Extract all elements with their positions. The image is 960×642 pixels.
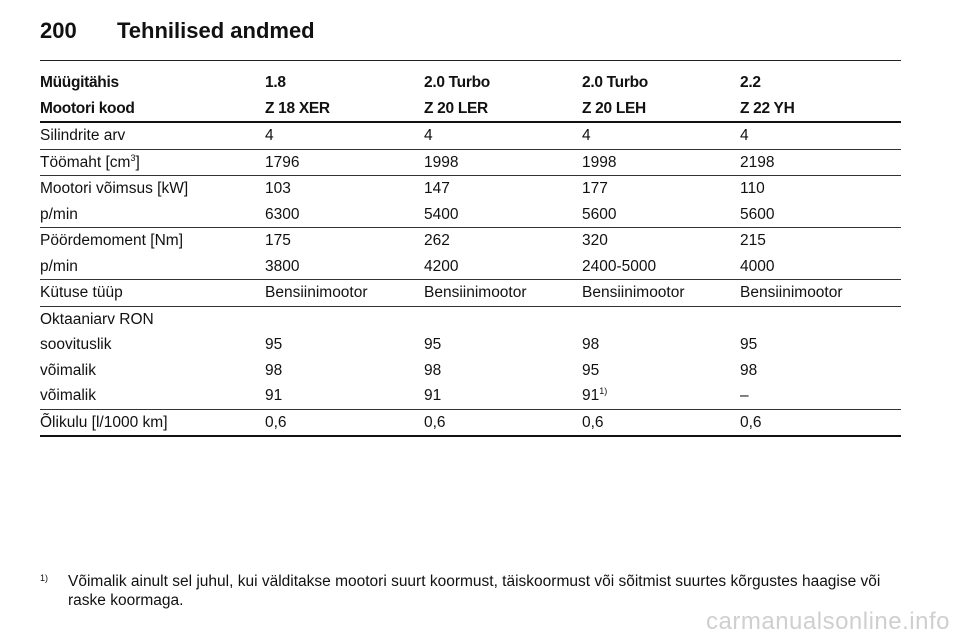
header-cell: 1.8 <box>265 74 286 91</box>
table-row: Õlikulu [l/1000 km] 0,6 0,6 0,6 0,6 <box>40 409 901 437</box>
row-label: võimalik <box>40 383 265 410</box>
row-label: soovituslik <box>40 336 112 353</box>
table-cell: 91 <box>424 383 582 410</box>
watermark: carmanualsonline.info <box>706 608 950 635</box>
table-cell: – <box>740 383 901 410</box>
table-row: võimalik 91 91 911) – <box>40 383 901 410</box>
table-row: soovituslik 95 95 98 95 <box>40 332 901 358</box>
footnote-text: Võimalik ainult sel juhul, kui välditaks… <box>68 573 881 609</box>
header-cell: 2.0 Turbo <box>424 74 490 91</box>
page-title: Tehnilised andmed <box>117 18 315 43</box>
header-cell: Z 20 LEH <box>582 95 740 123</box>
table-cell: 0,6 <box>265 409 424 437</box>
row-label: Töömaht [cm3] <box>40 149 265 176</box>
header-cell: Z 22 YH <box>740 95 901 123</box>
table-cell: 1796 <box>265 149 424 176</box>
table-cell: 3800 <box>265 253 424 280</box>
table-cell: 98 <box>265 361 283 379</box>
table-cell: Bensiinimootor <box>424 279 582 307</box>
header-cell: Z 18 XER <box>265 95 424 123</box>
table-cell: 5600 <box>582 201 740 228</box>
table-header-row: Mootori kood Z 18 XER Z 20 LER Z 20 LEH … <box>40 95 901 123</box>
table-cell: 95 <box>265 336 283 353</box>
row-label: võimalik <box>40 361 96 379</box>
table-row: võimalik 98 98 95 98 <box>40 358 901 384</box>
table-cell: 1998 <box>424 149 582 176</box>
table-row: Silindrite arv 4 4 4 4 <box>40 122 901 150</box>
table-cell: 2400-5000 <box>582 253 740 280</box>
table-cell: 911) <box>582 383 740 410</box>
header-cell: Z 20 LER <box>424 95 582 123</box>
row-label: p/min <box>40 253 265 280</box>
table-cell: 95 <box>582 361 600 379</box>
table-cell: 4 <box>265 122 424 150</box>
table-cell: 215 <box>740 232 766 249</box>
table-cell: 4 <box>740 122 901 150</box>
header-cell: 2.0 Turbo <box>582 74 648 91</box>
footnote-mark: 1) <box>40 573 49 583</box>
table-cell: 0,6 <box>424 409 582 437</box>
table-cell: 320 <box>582 232 608 249</box>
row-label: Mootori võimsus [kW] <box>40 180 189 197</box>
table-row: Kütuse tüüp Bensiinimootor Bensiinimooto… <box>40 279 901 307</box>
row-label: Kütuse tüüp <box>40 279 265 307</box>
header-cell: Mootori kood <box>40 95 265 123</box>
table-row: Oktaaniarv RON <box>40 306 901 332</box>
row-label: p/min <box>40 201 265 228</box>
table-cell: 4 <box>582 122 740 150</box>
table-cell: 177 <box>582 180 608 197</box>
table-cell: 262 <box>424 232 450 249</box>
table-cell: 95 <box>424 336 442 353</box>
table-cell: 4 <box>424 122 582 150</box>
table-cell: Bensiinimootor <box>582 279 740 307</box>
row-label: Õlikulu [l/1000 km] <box>40 409 265 437</box>
table-cell: 5400 <box>424 201 582 228</box>
row-label: Oktaaniarv RON <box>40 310 154 328</box>
row-label: Silindrite arv <box>40 122 265 150</box>
table-header-row: Müügitähis 1.8 2.0 Turbo 2.0 Turbo 2.2 <box>40 70 901 96</box>
table-row: Töömaht [cm3] 1796 1998 1998 2198 <box>40 149 901 176</box>
table-cell: 103 <box>265 180 291 197</box>
header-rule <box>40 60 901 61</box>
table-cell: 110 <box>740 180 765 197</box>
table-cell: 98 <box>424 361 442 379</box>
table-cell: Bensiinimootor <box>740 279 901 307</box>
table-cell: Bensiinimootor <box>265 279 424 307</box>
table-cell: 98 <box>582 336 600 353</box>
row-label: Pöördemoment [Nm] <box>40 232 183 249</box>
table-row: p/min 6300 5400 5600 5600 <box>40 201 901 228</box>
footnote-reference: 1) <box>599 385 608 396</box>
page-number: 200 <box>40 18 77 43</box>
table-cell: 4200 <box>424 253 582 280</box>
table-row: p/min 3800 4200 2400-5000 4000 <box>40 253 901 280</box>
table-row: Pöördemoment [Nm] 175 262 320 215 <box>40 228 901 254</box>
table-cell: 175 <box>265 232 291 249</box>
table-cell: 0,6 <box>582 409 740 437</box>
table-cell: 95 <box>740 336 758 353</box>
table-cell: 0,6 <box>740 409 901 437</box>
footnote: 1) Võimalik ainult sel juhul, kui väldit… <box>40 572 902 610</box>
table-cell: 5600 <box>740 201 901 228</box>
header-cell: 2.2 <box>740 74 761 91</box>
table-row: Mootori võimsus [kW] 103 147 177 110 <box>40 176 901 202</box>
table-cell: 2198 <box>740 149 901 176</box>
table-cell: 91 <box>265 383 424 410</box>
table-cell: 98 <box>740 361 758 379</box>
technical-data-table: Müügitähis 1.8 2.0 Turbo 2.0 Turbo 2.2 M… <box>40 70 901 437</box>
table-cell: 147 <box>424 180 450 197</box>
table-cell: 6300 <box>265 201 424 228</box>
table-cell: 4000 <box>740 253 901 280</box>
header-cell: Müügitähis <box>40 74 119 91</box>
table-cell: 1998 <box>582 149 740 176</box>
